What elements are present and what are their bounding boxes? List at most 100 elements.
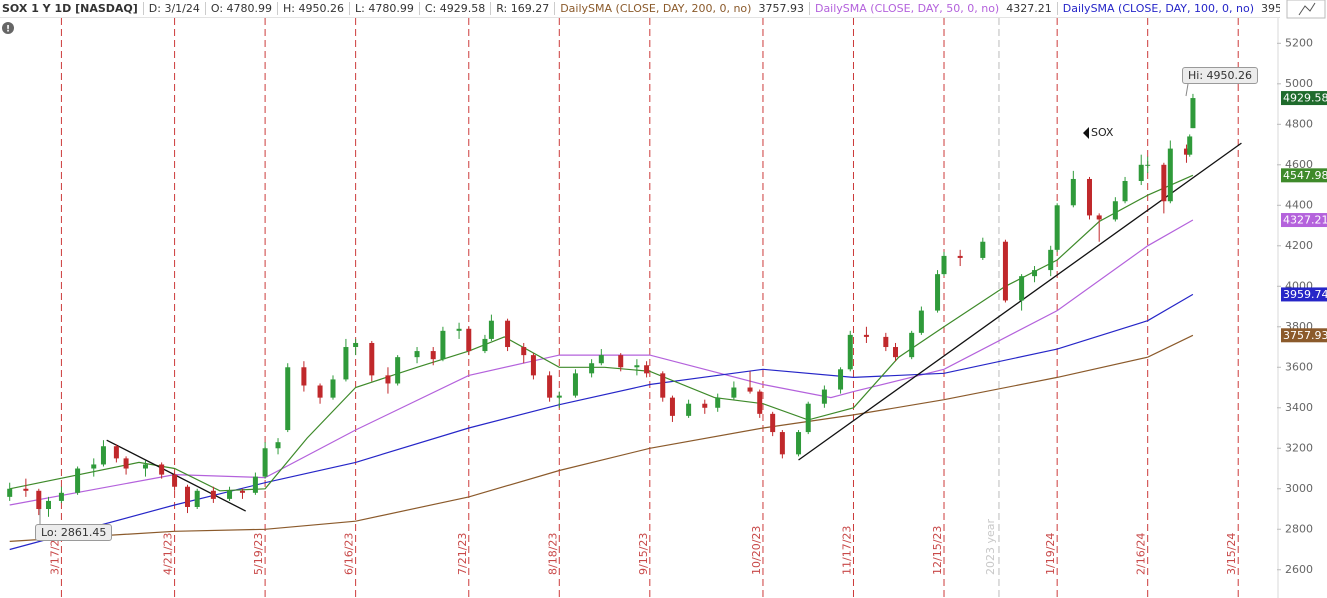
- price-badge-label: 3757.93: [1283, 329, 1327, 342]
- settings-icon[interactable]: [1286, 0, 1326, 19]
- trendline: [798, 142, 1242, 461]
- header-item: H: 4950.26: [278, 2, 350, 15]
- x-tick-label: 6/16/23: [343, 533, 356, 575]
- header-item: DailySMA (CLOSE, DAY, 100, 0, no): [1062, 2, 1254, 15]
- price-badge: [1281, 213, 1327, 228]
- x-tick-label: 10/20/23: [750, 526, 763, 575]
- candle-body: [893, 347, 899, 358]
- candle-body: [757, 391, 763, 414]
- candle-body: [210, 490, 216, 499]
- header-item: L: 4780.99: [350, 2, 420, 15]
- callout-pointer: [1185, 83, 1189, 97]
- header-item: D: 3/1/24: [143, 2, 206, 15]
- candle-body: [702, 403, 708, 408]
- candle-body: [669, 397, 675, 416]
- candle-body: [935, 274, 941, 311]
- candle-body: [618, 355, 624, 368]
- candle-body: [100, 446, 106, 465]
- x-tick-label: 5/19/23: [252, 533, 265, 575]
- candle-body: [185, 486, 191, 507]
- candle-body: [113, 446, 119, 459]
- alert-icon: !: [2, 22, 14, 35]
- y-tick-label: 3200: [1285, 441, 1313, 454]
- price-badge: [1281, 287, 1327, 302]
- y-tick-label: 4200: [1285, 239, 1313, 252]
- candle-body: [262, 448, 268, 477]
- candle-body: [731, 387, 737, 398]
- candle-body: [1187, 136, 1193, 155]
- candle-body: [1161, 164, 1167, 202]
- candle-body: [863, 334, 869, 337]
- candle-body: [547, 375, 553, 398]
- sma-line: [9, 293, 1194, 551]
- year-label: 2023 year: [984, 518, 997, 575]
- candle-body: [23, 488, 29, 491]
- x-tick-label: 3/17/23: [48, 533, 61, 575]
- candle-body: [275, 442, 281, 449]
- candle-body: [715, 397, 721, 408]
- candle-body: [1086, 178, 1092, 216]
- candle-body: [440, 330, 446, 360]
- candle-body: [883, 336, 889, 348]
- sma-line: [9, 334, 1194, 542]
- y-tick-label: 5200: [1285, 36, 1313, 49]
- candle-body: [1070, 178, 1076, 206]
- candle-body: [918, 310, 924, 333]
- candle-body: [1138, 164, 1144, 181]
- candle-body: [847, 334, 853, 370]
- low-callout: Lo: 2861.45: [35, 524, 113, 541]
- candle-body: [505, 320, 511, 348]
- candle-body: [821, 389, 827, 404]
- candle-body: [747, 387, 753, 392]
- candle-body: [1032, 270, 1038, 277]
- candle-body: [159, 464, 165, 475]
- y-tick-label: 4800: [1285, 117, 1313, 130]
- candle-body: [301, 367, 307, 386]
- candle-body: [395, 357, 401, 384]
- candle-body: [980, 241, 986, 258]
- y-tick-label: 4400: [1285, 198, 1313, 211]
- candle-body: [466, 328, 472, 352]
- candle-body: [598, 355, 604, 364]
- candle-body: [317, 385, 323, 398]
- candle-body: [957, 255, 963, 258]
- header-item: C: 4929.58: [419, 2, 492, 15]
- candle-body: [430, 351, 436, 360]
- candle-body: [369, 342, 375, 376]
- y-tick-label: 3400: [1285, 401, 1313, 414]
- candle-body: [385, 375, 391, 384]
- price-badge-label: 3959.74: [1283, 288, 1327, 301]
- x-tick-label: 3/15/24: [1225, 533, 1238, 575]
- candle-body: [644, 365, 650, 374]
- candle-body: [1122, 180, 1128, 202]
- candle-body: [530, 355, 536, 376]
- price-badge-label: 4547.98: [1283, 169, 1327, 182]
- candle-body: [36, 490, 42, 510]
- price-badge-label: 4327.21: [1283, 214, 1327, 227]
- price-badge: [1281, 328, 1327, 343]
- candle-body: [556, 395, 562, 398]
- candle-body: [1002, 241, 1008, 301]
- symbol-label: SOX: [1091, 126, 1114, 139]
- svg-text:!: !: [6, 25, 10, 35]
- candle-body: [227, 490, 233, 499]
- candle-body: [91, 464, 97, 469]
- candle-body: [779, 432, 785, 455]
- candle-body: [1183, 148, 1189, 155]
- header-item: 3757.93: [753, 2, 810, 15]
- y-tick-label: 3000: [1285, 482, 1313, 495]
- candle-body: [58, 492, 64, 501]
- candle-body: [1096, 215, 1102, 220]
- candle-body: [330, 379, 336, 398]
- candle-body: [142, 464, 148, 469]
- candle-body: [252, 476, 258, 493]
- y-tick-label: 5000: [1285, 77, 1313, 90]
- candle-body: [7, 488, 13, 497]
- candle-body: [572, 373, 578, 396]
- candle-body: [123, 458, 129, 469]
- symbol-marker: [1083, 127, 1089, 139]
- x-tick-label: 2/16/24: [1135, 533, 1148, 575]
- candle-body: [456, 328, 462, 331]
- x-tick-label: 11/17/23: [840, 526, 853, 575]
